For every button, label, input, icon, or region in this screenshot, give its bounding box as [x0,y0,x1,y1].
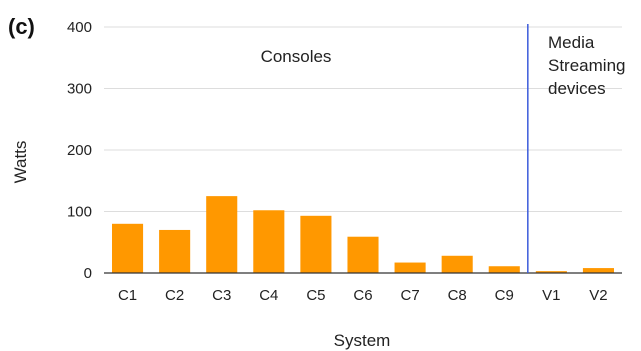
media-streaming-annotation-line-1: Media [548,33,595,52]
bar-c4 [253,210,285,273]
bar-c7 [394,262,426,273]
x-tick-label-c2: C2 [165,287,184,304]
y-tick-label-200: 200 [67,142,92,159]
x-tick-label-c9: C9 [495,287,514,304]
y-tick-label-100: 100 [67,204,92,221]
panel-label: (c) [8,14,35,39]
x-tick-label-c1: C1 [118,287,137,304]
x-tick-label-c3: C3 [212,287,231,304]
x-tick-labels: C1 C2 C3 C4 C5 C6 C7 C8 C9 V1 V2 [118,287,608,304]
bar-c6 [347,236,379,273]
bar-c9 [488,266,520,273]
media-streaming-annotation-line-2: Streaming [548,56,625,75]
bar-layer [112,196,614,273]
x-tick-label-v2: V2 [589,287,607,304]
bar-c8 [441,255,473,273]
y-axis-title: Watts [11,141,30,184]
consoles-annotation: Consoles [261,47,332,66]
bar-v1 [535,271,567,273]
y-tick-labels: 0 100 200 300 400 [67,19,92,282]
y-tick-label-0: 0 [84,265,92,282]
bar-c2 [159,229,191,273]
bar-v2 [582,268,614,273]
bar-c5 [300,215,332,273]
bar-c3 [206,196,238,273]
x-tick-label-c4: C4 [259,287,278,304]
grid-layer [104,26,622,212]
y-tick-label-400: 400 [67,19,92,36]
x-axis-title: System [334,331,391,350]
x-tick-label-c7: C7 [400,287,419,304]
x-tick-label-c8: C8 [448,287,467,304]
x-tick-label-v1: V1 [542,287,560,304]
x-tick-label-c6: C6 [353,287,372,304]
bar-c1 [112,223,144,273]
x-tick-label-c5: C5 [306,287,325,304]
media-streaming-annotation-line-3: devices [548,79,606,98]
y-tick-label-300: 300 [67,81,92,98]
